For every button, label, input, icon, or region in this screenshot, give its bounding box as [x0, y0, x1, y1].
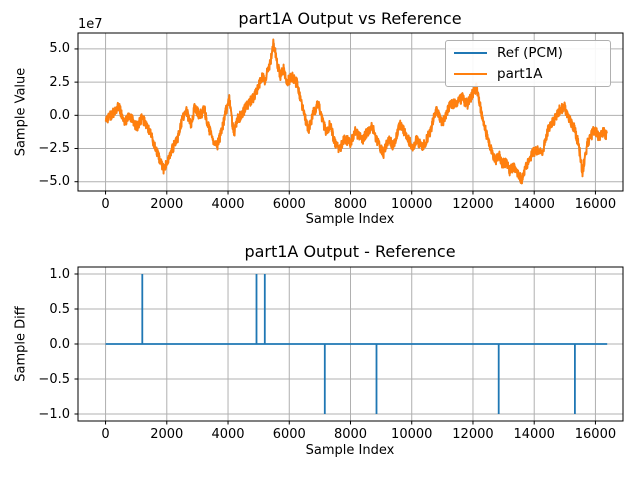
y-tick-label: 5.0 [49, 41, 70, 57]
bottom-x-axis-label: Sample Index [305, 443, 395, 458]
legend-label-part1a: part1A [497, 65, 543, 82]
ref-pcm-line-swatch [454, 52, 487, 55]
top-x-axis-label: Sample Index [305, 212, 395, 227]
part1a-line [104, 38, 608, 185]
y-tick-label: 2.5 [49, 74, 70, 90]
x-tick-label: 10000 [391, 196, 433, 212]
legend-label-ref-pcm: Ref (PCM) [497, 45, 563, 62]
x-tick-label: 12000 [452, 196, 494, 212]
x-tick-label: 10000 [391, 426, 433, 442]
x-tick-label: 2000 [150, 426, 184, 442]
x-tick-label: 12000 [452, 426, 494, 442]
part1a-line-swatch [454, 72, 487, 75]
y-axis-offset-text: 1e7 [78, 17, 103, 32]
y-tick-label: −2.5 [38, 141, 70, 156]
y-tick-label: 1.0 [49, 266, 70, 282]
y-tick-label: −1.0 [38, 406, 70, 422]
x-tick-label: 0 [101, 426, 110, 442]
legend: Ref (PCM) part1A [445, 40, 611, 87]
diff-line [105, 274, 608, 414]
top-chart-title: part1A Output vs Reference [238, 9, 462, 28]
x-tick-label: 0 [101, 196, 110, 212]
bottom-chart-title: part1A Output - Reference [244, 242, 456, 261]
x-tick-label: 6000 [272, 426, 306, 442]
legend-item-part1a: part1A [454, 64, 602, 84]
x-tick-label: 4000 [211, 426, 245, 442]
x-tick-label: 14000 [513, 426, 555, 442]
x-tick-label: 14000 [513, 196, 555, 212]
x-tick-label: 16000 [574, 426, 617, 442]
y-tick-label: 0.0 [49, 336, 70, 352]
x-tick-label: 4000 [211, 196, 245, 212]
x-tick-label: 2000 [150, 196, 184, 212]
y-tick-label: 0.5 [49, 301, 70, 317]
y-tick-label: −0.5 [38, 371, 70, 387]
legend-item-ref-pcm: Ref (PCM) [454, 43, 602, 63]
x-tick-label: 8000 [333, 196, 368, 212]
y-tick-label: 0.0 [49, 107, 70, 123]
x-tick-label: 6000 [272, 196, 306, 212]
plot-area-series [104, 38, 608, 185]
x-tick-label: 8000 [333, 426, 368, 442]
x-tick-label: 16000 [574, 196, 617, 212]
y-tick-label: −5.0 [38, 174, 70, 190]
plot-area-series [105, 274, 608, 414]
